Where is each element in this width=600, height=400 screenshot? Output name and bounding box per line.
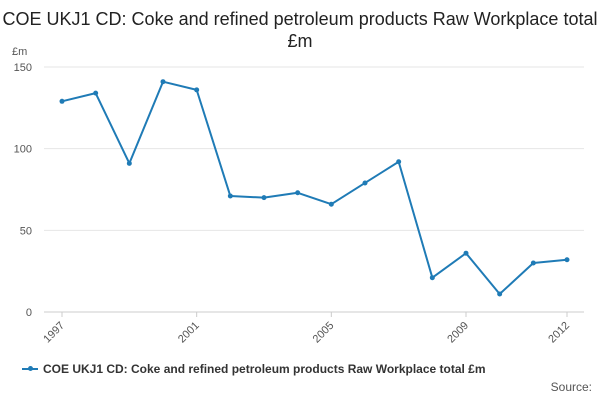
source-label: Source: [550, 380, 592, 394]
data-point[interactable] [429, 275, 435, 281]
legend[interactable]: COE UKJ1 CD: Coke and refined petroleum … [22, 362, 486, 376]
data-point[interactable] [362, 180, 368, 186]
data-point[interactable] [396, 159, 402, 165]
x-tick-label: 1997 [41, 320, 67, 346]
series-line-group [59, 79, 570, 297]
y-axis-unit-label: £m [12, 46, 27, 58]
legend-label: COE UKJ1 CD: Coke and refined petroleum … [43, 362, 486, 376]
series-line [61, 80, 568, 296]
y-tick-label: 150 [14, 62, 32, 74]
data-point[interactable] [160, 79, 166, 85]
data-point[interactable] [227, 193, 233, 199]
y-axis-ticks: 0 50 100 150 [14, 62, 32, 319]
data-point[interactable] [530, 260, 536, 266]
data-point[interactable] [194, 87, 200, 93]
x-tick-label: 2009 [445, 320, 471, 346]
x-tick-label: 2001 [176, 320, 202, 346]
x-tick-label: 2005 [311, 320, 337, 346]
data-point[interactable] [295, 190, 301, 196]
data-point[interactable] [93, 90, 99, 96]
x-tick-label: 2012 [546, 320, 572, 346]
legend-line-marker-icon [22, 366, 38, 371]
y-tick-label: 50 [20, 225, 32, 237]
y-tick-label: 100 [14, 144, 32, 156]
data-point[interactable] [59, 98, 65, 104]
data-point[interactable] [261, 195, 267, 201]
line-chart: £m 0 50 100 150 1997 2001 2005 2009 2012 [12, 46, 584, 345]
data-point[interactable] [126, 160, 132, 166]
gridlines [44, 66, 584, 231]
chart-title: COE UKJ1 CD: Coke and refined petroleum … [2, 9, 598, 51]
data-point[interactable] [328, 201, 334, 207]
y-tick-label: 0 [26, 307, 32, 319]
data-point[interactable] [463, 250, 469, 256]
data-point[interactable] [564, 257, 570, 263]
x-axis-ticks: 1997 2001 2005 2009 2012 [41, 312, 572, 345]
data-point[interactable] [497, 291, 503, 297]
